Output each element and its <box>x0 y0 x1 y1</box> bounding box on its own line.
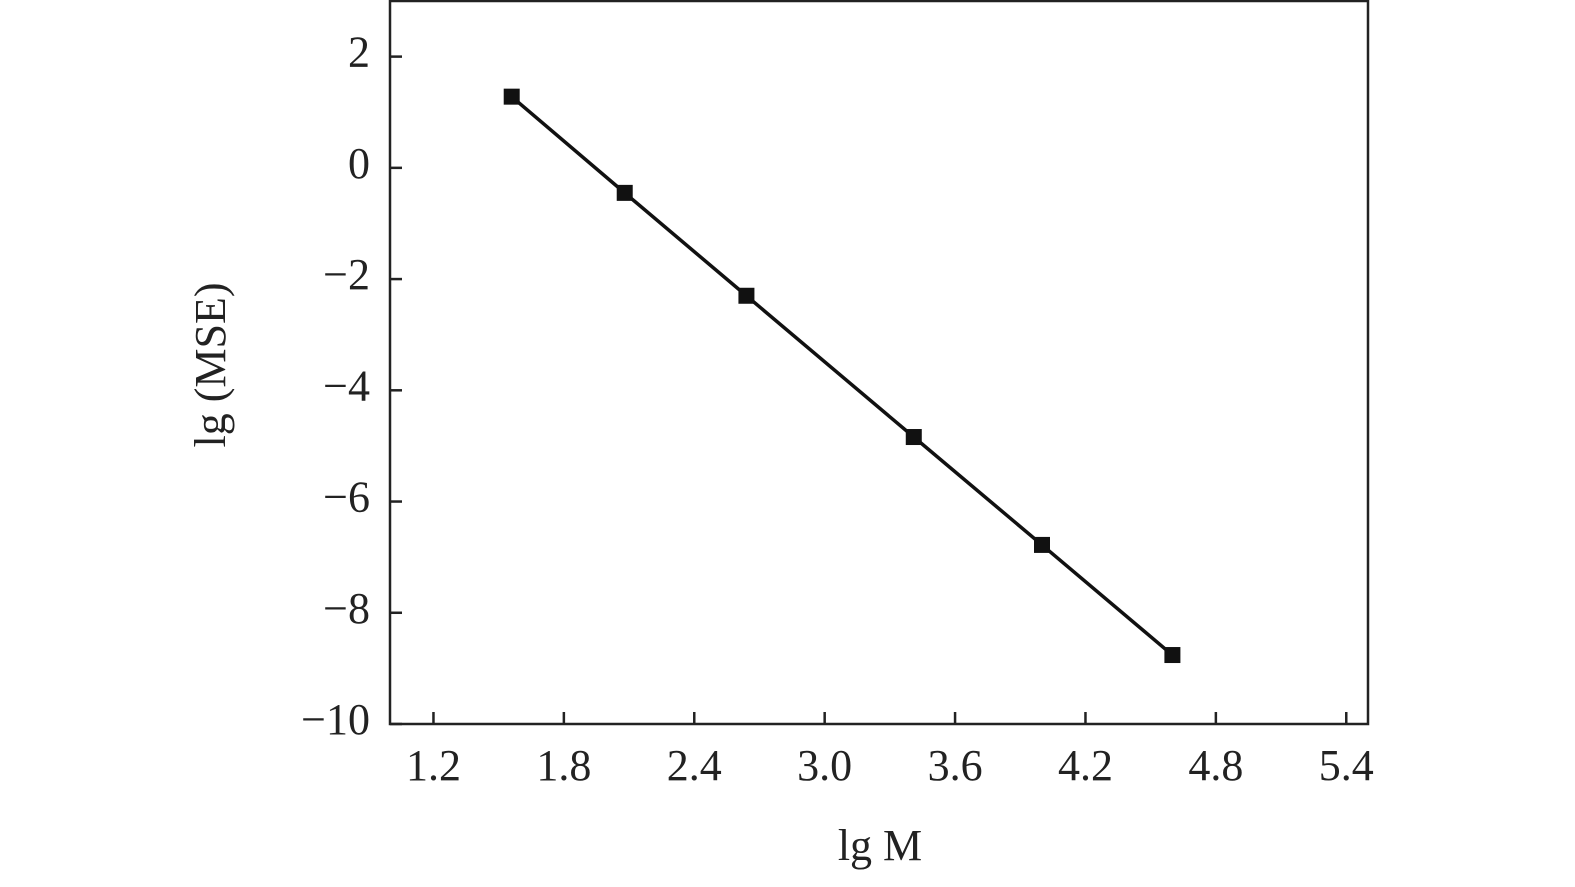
x-tick-label: 1.8 <box>536 741 591 790</box>
data-marker <box>503 88 520 105</box>
x-tick-label: 1.2 <box>406 741 461 790</box>
data-marker <box>616 184 633 201</box>
data-marker <box>905 429 922 446</box>
x-tick-label: 3.6 <box>928 741 983 790</box>
y-tick-label: −6 <box>323 473 370 522</box>
y-tick-label: −8 <box>323 584 370 633</box>
y-axis-label: lg (MSE) <box>186 283 235 448</box>
data-marker <box>738 287 755 304</box>
data-marker <box>1164 647 1181 664</box>
y-tick-label: −10 <box>301 695 370 744</box>
data-line <box>510 95 1174 657</box>
x-tick-label: 3.0 <box>797 741 852 790</box>
y-tick-label: −2 <box>323 250 370 299</box>
y-tick-label: −4 <box>323 361 370 410</box>
data-marker <box>1034 536 1050 553</box>
y-tick-label: 2 <box>348 28 370 77</box>
x-tick-label: 2.4 <box>667 741 722 790</box>
y-tick-label: 0 <box>348 139 370 188</box>
x-tick-label: 5.4 <box>1319 741 1374 790</box>
x-tick-label: 4.2 <box>1058 741 1113 790</box>
x-tick-label: 4.8 <box>1188 741 1243 790</box>
x-axis-label: lg M <box>838 821 922 870</box>
plot-frame <box>388 0 1370 726</box>
